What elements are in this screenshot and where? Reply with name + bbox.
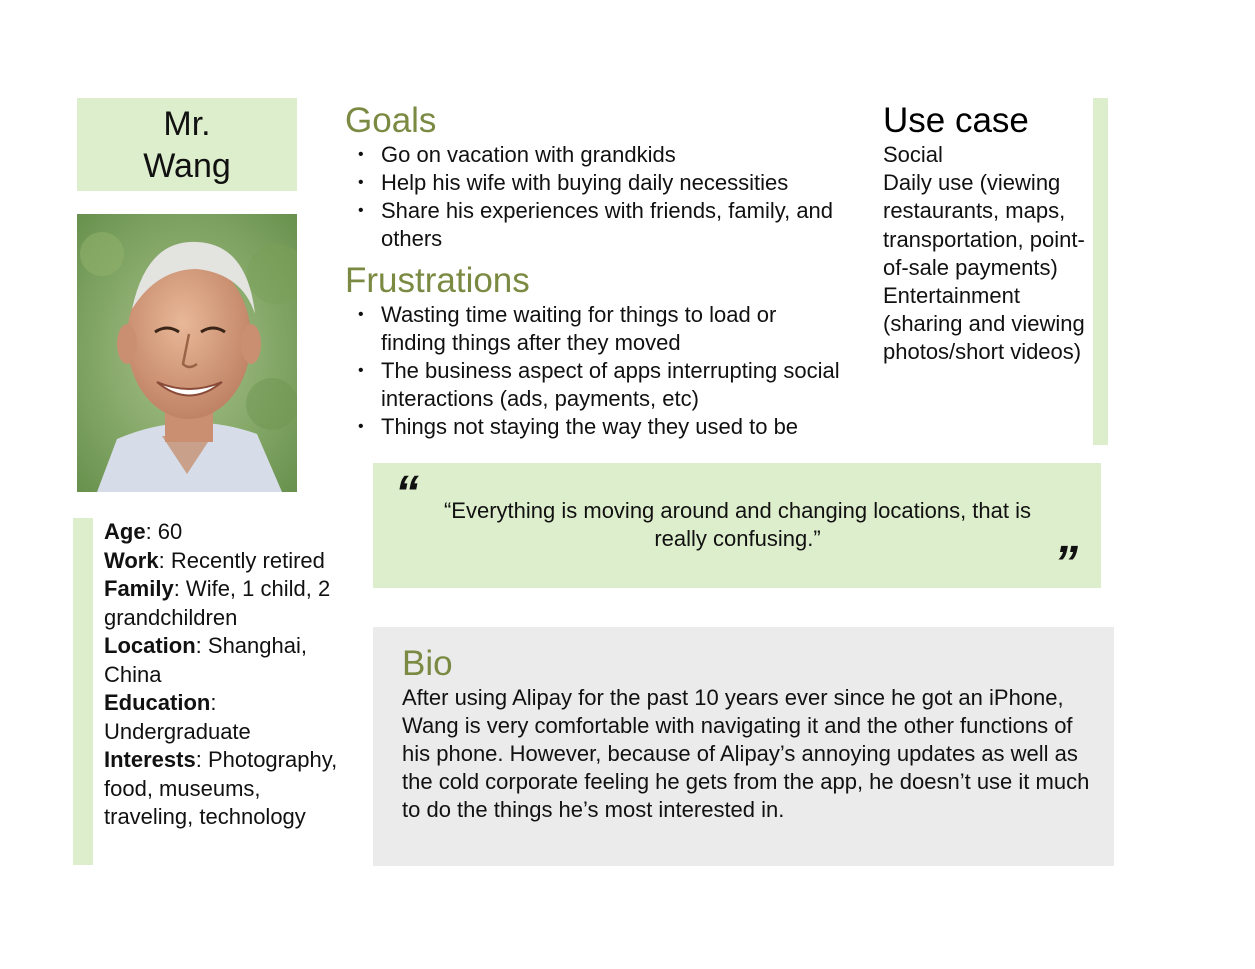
close-quote-icon: ” (1054, 537, 1078, 590)
demographic-interests: Interests: Photography, food, museums, t… (104, 747, 338, 829)
frustrations-heading: Frustrations (345, 261, 530, 300)
persona-quote: “Everything is moving around and changin… (443, 498, 1031, 551)
bio-text: After using Alipay for the past 10 years… (402, 685, 1090, 822)
quote-panel (373, 463, 1101, 588)
goal-item: Help his wife with buying daily necessit… (345, 169, 875, 197)
goals-heading: Goals (345, 101, 437, 140)
use-case-item: Social (883, 142, 943, 167)
goals-list: Go on vacation with grandkids Help his w… (345, 141, 875, 253)
use-case-list: Social Daily use (viewing restaurants, m… (883, 141, 1088, 367)
demographic-location: Location: Shanghai, China (104, 633, 307, 687)
goal-item: Go on vacation with grandkids (345, 141, 875, 169)
goal-item: Share his experiences with friends, fami… (345, 197, 875, 253)
demographic-age: Age: 60 (104, 519, 183, 544)
frustration-item: Wasting time waiting for things to load … (345, 301, 845, 357)
demographics-list: Age: 60 Work: Recently retired Family: W… (104, 518, 349, 832)
persona-photo (77, 214, 297, 492)
use-case-item: Entertainment (sharing and viewing photo… (883, 283, 1085, 365)
portrait-image (77, 214, 297, 492)
demographic-family: Family: Wife, 1 child, 2 grandchildren (104, 576, 331, 630)
persona-name-line1: Mr. (163, 104, 211, 143)
open-quote-icon: “ (395, 467, 419, 520)
bio-panel (373, 627, 1114, 866)
frustration-item: The business aspect of apps interrupting… (345, 357, 845, 413)
bio-heading: Bio (402, 644, 453, 683)
use-case-accent-bar (1093, 98, 1108, 445)
demographics-accent-bar (73, 518, 93, 865)
persona-name-card: Mr. Wang (77, 98, 297, 191)
frustrations-list: Wasting time waiting for things to load … (345, 301, 845, 441)
use-case-item: Daily use (viewing restaurants, maps, tr… (883, 170, 1085, 280)
use-case-heading: Use case (883, 101, 1029, 140)
demographic-education: Education: Undergraduate (104, 690, 251, 744)
frustration-item: Things not staying the way they used to … (345, 413, 845, 441)
demographic-work: Work: Recently retired (104, 547, 325, 573)
persona-name-line2: Wang (143, 146, 231, 185)
